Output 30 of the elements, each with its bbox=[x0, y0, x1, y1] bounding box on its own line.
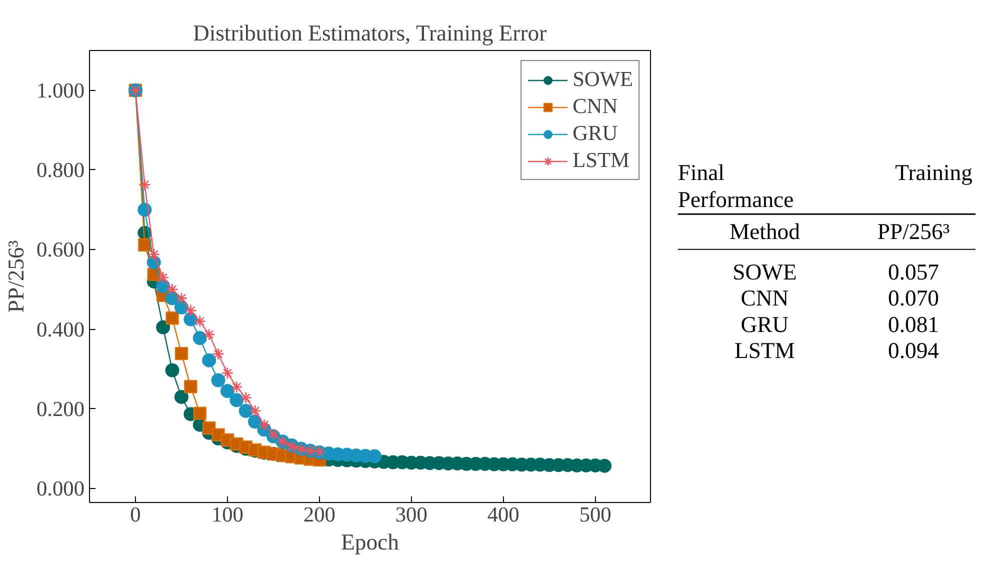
category-label: LSTM bbox=[734, 338, 795, 364]
x-tick-label: 500 bbox=[579, 502, 612, 526]
legend-label: CNN bbox=[572, 94, 618, 119]
y-axis-title: PP/256³ bbox=[4, 240, 29, 313]
category-label: GRU bbox=[740, 312, 789, 337]
text: 0.094 bbox=[888, 338, 939, 364]
y-tick-label: 0.800 bbox=[36, 158, 85, 182]
x-axis-title: Epoch bbox=[341, 530, 400, 554]
legend-label: SOWE bbox=[572, 67, 633, 92]
category-label: SOWE bbox=[732, 259, 797, 284]
x-tick-label: 400 bbox=[487, 502, 520, 526]
chart-title: Final Training Performance bbox=[678, 160, 972, 212]
y-tick-label: 0.400 bbox=[36, 317, 85, 342]
x-tick-label: 0 bbox=[130, 502, 141, 526]
legend-label: LSTM bbox=[572, 148, 630, 173]
text: 0.081 bbox=[888, 312, 939, 337]
chart-title: Distribution Estimators, Training Error bbox=[192, 20, 548, 46]
text: 0.057 bbox=[888, 259, 939, 284]
text: 0.070 bbox=[888, 286, 939, 311]
category-label: CNN bbox=[740, 286, 789, 311]
y-tick-label: 1.000 bbox=[36, 78, 85, 102]
text: PP/256³ bbox=[877, 218, 950, 244]
y-tick-label: 0.000 bbox=[36, 476, 85, 501]
y-tick-label: 0.600 bbox=[36, 238, 85, 262]
legend-label: GRU bbox=[572, 121, 618, 146]
y-tick-label: 0.200 bbox=[36, 396, 85, 421]
text: Method bbox=[729, 218, 801, 244]
x-tick-label: 100 bbox=[211, 502, 244, 526]
x-tick-label: 200 bbox=[303, 502, 336, 526]
x-tick-label: 300 bbox=[395, 502, 428, 526]
